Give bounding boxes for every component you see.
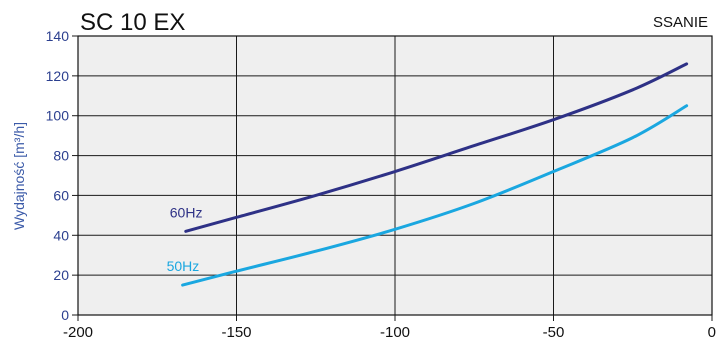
y-tick-label: 20: [53, 267, 69, 283]
y-tick-label: 60: [53, 187, 69, 203]
y-tick-label: 100: [46, 108, 70, 124]
y-tick-label: 120: [46, 68, 70, 84]
y-tick-label: 80: [53, 148, 69, 164]
x-tick-label: -50: [543, 324, 565, 341]
series-line-60hz: [184, 62, 689, 233]
y-tick-label: 40: [53, 227, 69, 243]
x-tick-label: -200: [63, 324, 93, 341]
series-label-60hz: 60Hz: [170, 204, 203, 220]
y-tick-label: 0: [61, 307, 69, 323]
series-layer: 60Hz 50Hz: [167, 62, 689, 287]
y-axis-label: Wydajność [m³/h]: [11, 122, 27, 230]
chart-title: SC 10 EX: [80, 9, 185, 36]
chart-subtitle: SSANIE: [653, 14, 708, 31]
x-tick-label: -100: [380, 324, 410, 341]
axis-ticks: 0 20 40 60 80 100 120 140 -200 -150 -100 -50 0: [46, 28, 716, 341]
series-line-50hz: [181, 104, 689, 287]
x-tick-label: -150: [221, 324, 251, 341]
grid-lines: [78, 36, 712, 315]
x-tick-label: 0: [708, 324, 716, 341]
y-tick-label: 140: [46, 28, 70, 44]
series-label-50hz: 50Hz: [167, 258, 200, 274]
